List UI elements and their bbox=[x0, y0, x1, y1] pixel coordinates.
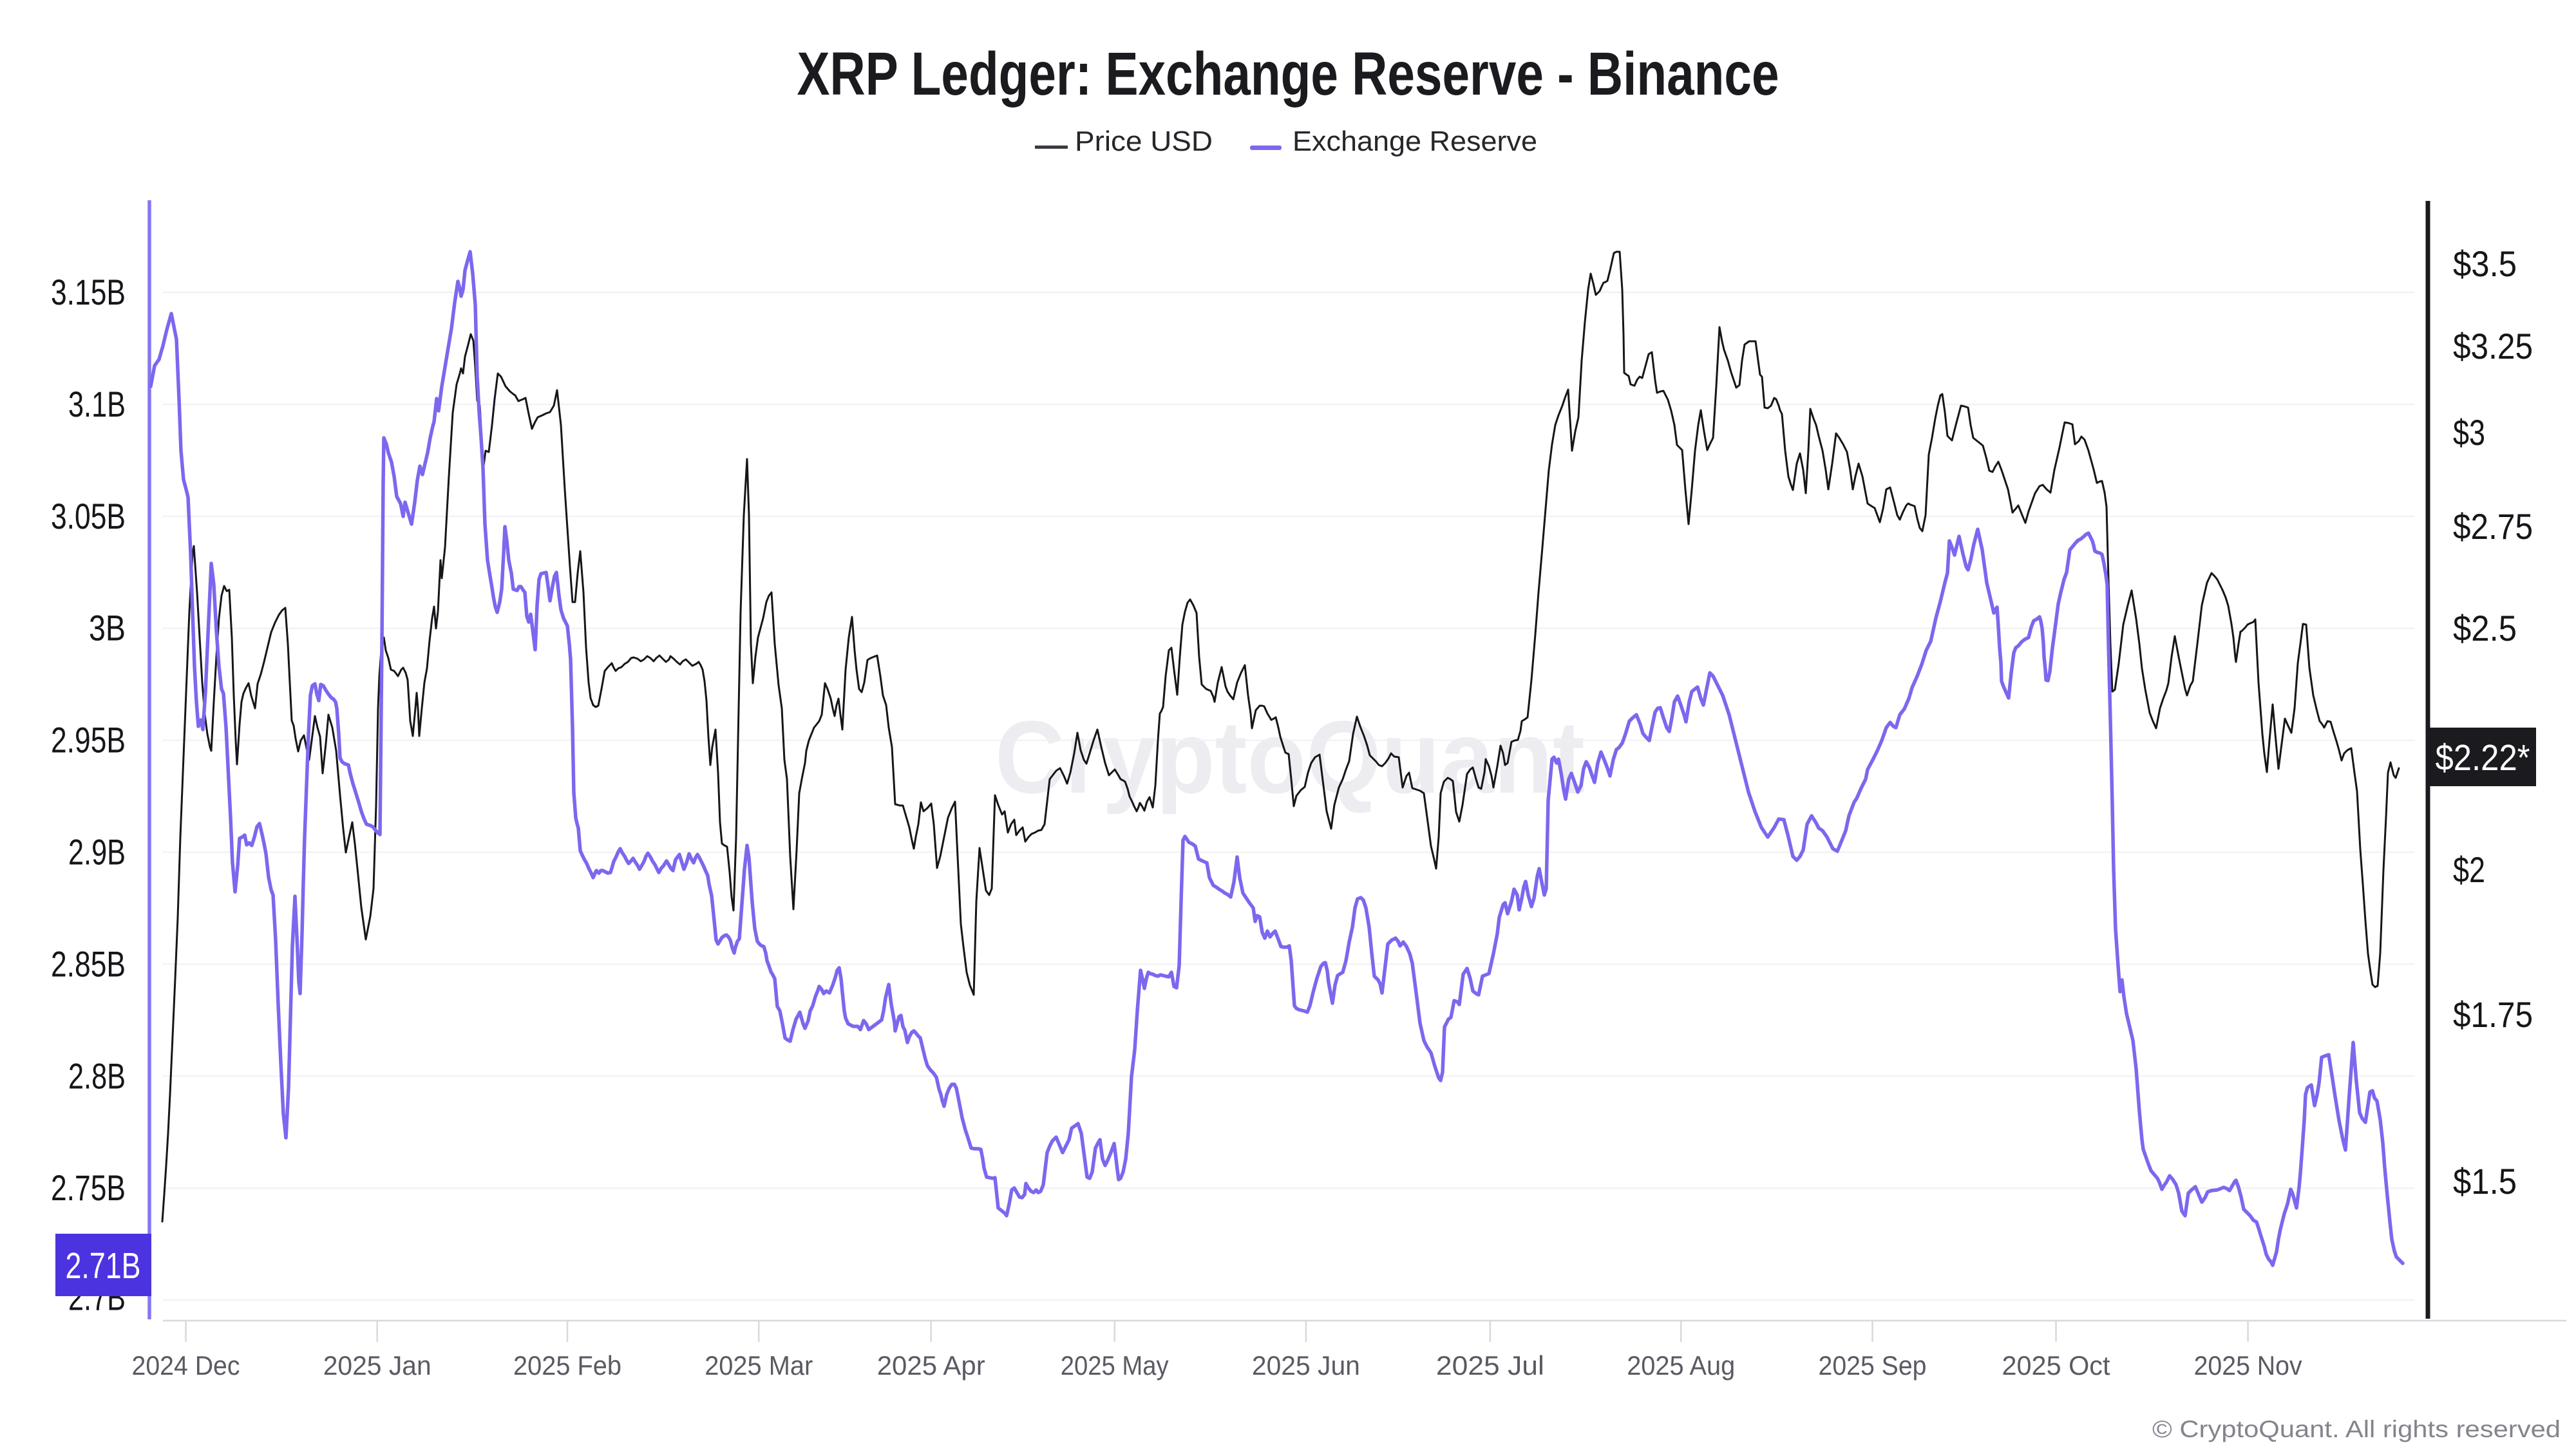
svg-text:CryptoQuant: CryptoQuant bbox=[995, 699, 1585, 815]
svg-text:2025 Jan: 2025 Jan bbox=[323, 1350, 431, 1381]
svg-text:3.1B: 3.1B bbox=[68, 384, 126, 424]
svg-text:2.85B: 2.85B bbox=[51, 943, 126, 984]
svg-text:2025 Mar: 2025 Mar bbox=[705, 1350, 813, 1381]
svg-text:2025 Nov: 2025 Nov bbox=[2194, 1350, 2302, 1381]
svg-text:2.75B: 2.75B bbox=[51, 1167, 126, 1208]
svg-text:$2: $2 bbox=[2453, 849, 2485, 890]
svg-text:$2.5: $2.5 bbox=[2453, 608, 2517, 648]
svg-text:$3.5: $3.5 bbox=[2453, 243, 2517, 284]
svg-text:3B: 3B bbox=[89, 608, 126, 648]
svg-text:2.8B: 2.8B bbox=[68, 1055, 126, 1096]
svg-text:$3: $3 bbox=[2453, 412, 2485, 453]
svg-text:2025 Aug: 2025 Aug bbox=[1627, 1350, 1735, 1381]
svg-text:3.15B: 3.15B bbox=[51, 272, 126, 312]
svg-text:XRP Ledger: Exchange Reserve -: XRP Ledger: Exchange Reserve - Binance bbox=[797, 40, 1779, 108]
svg-text:2025 Oct: 2025 Oct bbox=[2002, 1350, 2110, 1381]
svg-text:$3.25: $3.25 bbox=[2453, 326, 2533, 366]
svg-text:3.05B: 3.05B bbox=[51, 496, 126, 536]
svg-text:2.95B: 2.95B bbox=[51, 720, 126, 760]
svg-text:$1.5: $1.5 bbox=[2453, 1161, 2517, 1202]
svg-text:2025 Jun: 2025 Jun bbox=[1252, 1350, 1360, 1381]
svg-text:2025 Sep: 2025 Sep bbox=[1819, 1350, 1927, 1381]
svg-text:2024 Dec: 2024 Dec bbox=[132, 1350, 240, 1381]
svg-text:2025 Apr: 2025 Apr bbox=[877, 1350, 985, 1381]
svg-text:Exchange Reserve: Exchange Reserve bbox=[1293, 126, 1537, 157]
svg-text:2.9B: 2.9B bbox=[68, 832, 126, 872]
svg-text:$1.75: $1.75 bbox=[2453, 994, 2533, 1035]
svg-text:2025 Jul: 2025 Jul bbox=[1436, 1350, 1544, 1381]
svg-text:2025 May: 2025 May bbox=[1061, 1350, 1169, 1381]
svg-text:2.71B: 2.71B bbox=[66, 1245, 141, 1287]
svg-text:$2.75: $2.75 bbox=[2453, 506, 2533, 547]
svg-text:© CryptoQuant. All rights rese: © CryptoQuant. All rights reserved bbox=[2152, 1416, 2561, 1442]
svg-text:2025 Feb: 2025 Feb bbox=[513, 1350, 621, 1381]
svg-text:Price USD: Price USD bbox=[1075, 126, 1213, 157]
svg-text:$2.22*: $2.22* bbox=[2436, 737, 2530, 778]
